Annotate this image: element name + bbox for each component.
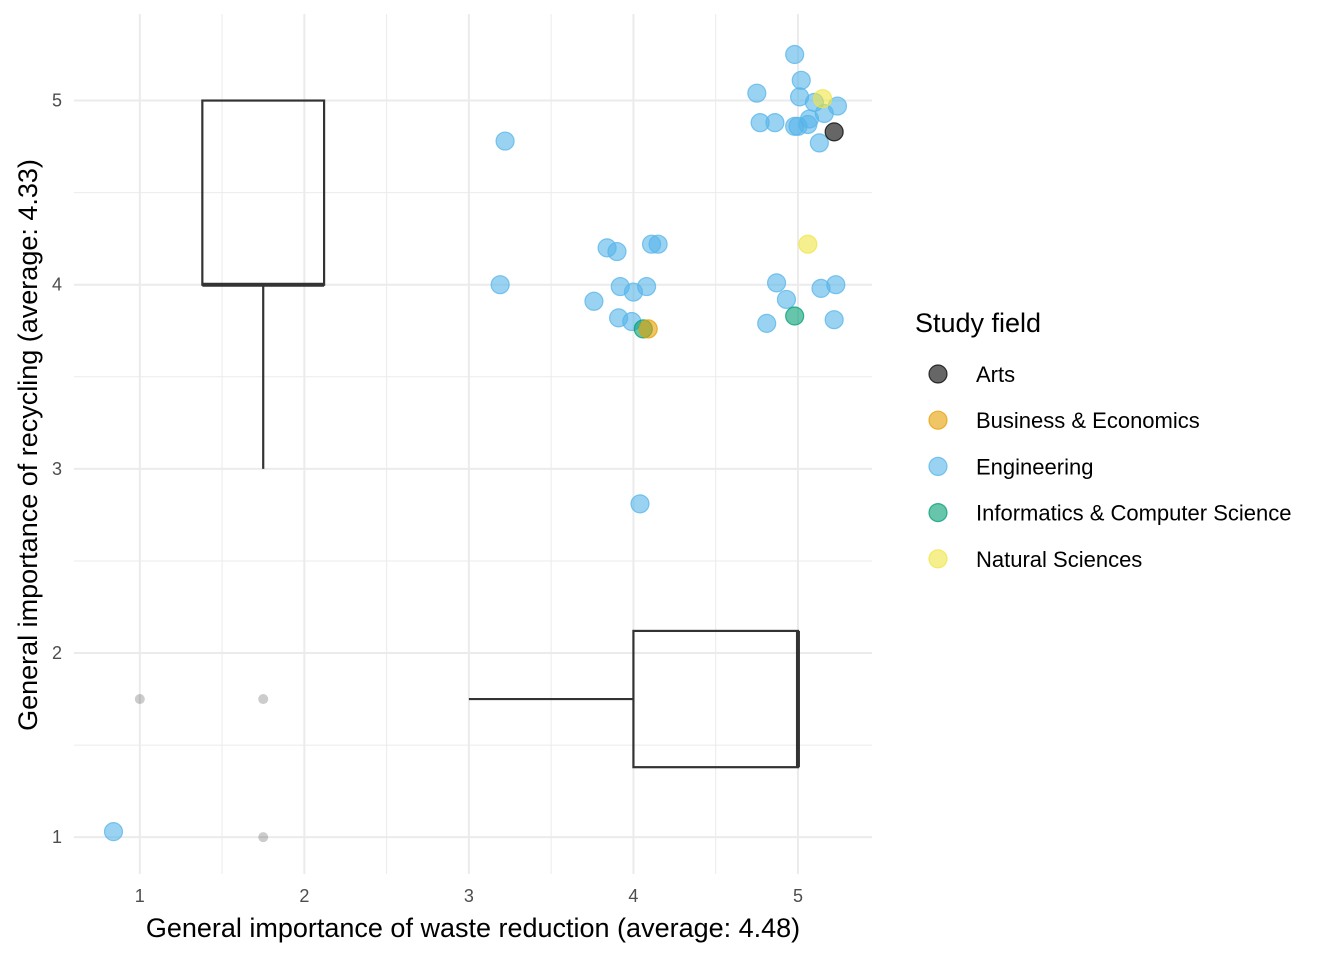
x-tick-label: 3 <box>464 886 474 906</box>
data-point <box>623 282 644 302</box>
data-point <box>813 89 833 109</box>
legend-label: Informatics & Computer Science <box>976 501 1291 526</box>
y-axis-title: General importance of recycling (average… <box>13 159 43 731</box>
data-point <box>757 313 777 333</box>
data-point <box>766 273 787 293</box>
data-point <box>809 133 829 153</box>
legend-key <box>928 502 948 523</box>
boxplot-outlier <box>134 694 145 705</box>
y-tick-label: 1 <box>52 827 62 847</box>
data-point <box>584 291 604 311</box>
data-point <box>765 113 785 133</box>
legend-label: Engineering <box>976 454 1093 479</box>
legend-title: Study field <box>915 308 1041 338</box>
legend-entries: Arts Business & Economics Engineering Infor… <box>928 362 1291 572</box>
legend-key <box>928 456 948 476</box>
data-point <box>638 319 658 339</box>
data-point <box>785 306 805 326</box>
grid-major <box>74 14 872 874</box>
y-tick-label: 2 <box>52 643 62 663</box>
data-point <box>495 131 515 151</box>
legend-key <box>928 549 948 569</box>
x-tick-label: 1 <box>135 886 145 906</box>
boxplot-outlier <box>258 832 269 843</box>
data-point <box>824 310 844 330</box>
data-point <box>798 234 818 254</box>
y-axis-ticks: 1 2 3 4 5 <box>52 91 62 848</box>
x-axis-ticks: 1 2 3 4 5 <box>135 886 803 906</box>
y-tick-label: 4 <box>52 275 62 295</box>
data-point <box>811 278 831 298</box>
legend-label: Arts <box>976 362 1015 387</box>
x-tick-label: 4 <box>628 886 638 906</box>
x-tick-label: 5 <box>793 886 803 906</box>
x-axis-title: General importance of waste reduction (a… <box>146 913 800 943</box>
data-point <box>824 122 844 142</box>
data-point <box>785 44 805 65</box>
data-point <box>648 234 668 254</box>
legend-key <box>928 410 948 430</box>
data-point <box>747 83 767 103</box>
boxplots <box>134 99 800 843</box>
grid-minor <box>74 14 872 874</box>
data-point <box>791 70 811 90</box>
legend: Study field Arts Business & Economics Engi… <box>915 308 1291 572</box>
legend-label: Natural Sciences <box>976 547 1142 572</box>
data-point <box>607 241 627 262</box>
data-point <box>776 289 797 310</box>
data-point <box>630 494 650 514</box>
data-point <box>788 116 808 136</box>
y-tick-label: 5 <box>52 91 62 111</box>
legend-key <box>928 364 948 384</box>
data-point <box>490 275 510 295</box>
boxplot-outlier <box>258 694 269 705</box>
x-tick-label: 2 <box>299 886 309 906</box>
legend-label: Business & Economics <box>976 408 1200 433</box>
data-points <box>103 44 848 842</box>
data-point <box>103 822 124 842</box>
y-tick-label: 3 <box>52 459 62 479</box>
